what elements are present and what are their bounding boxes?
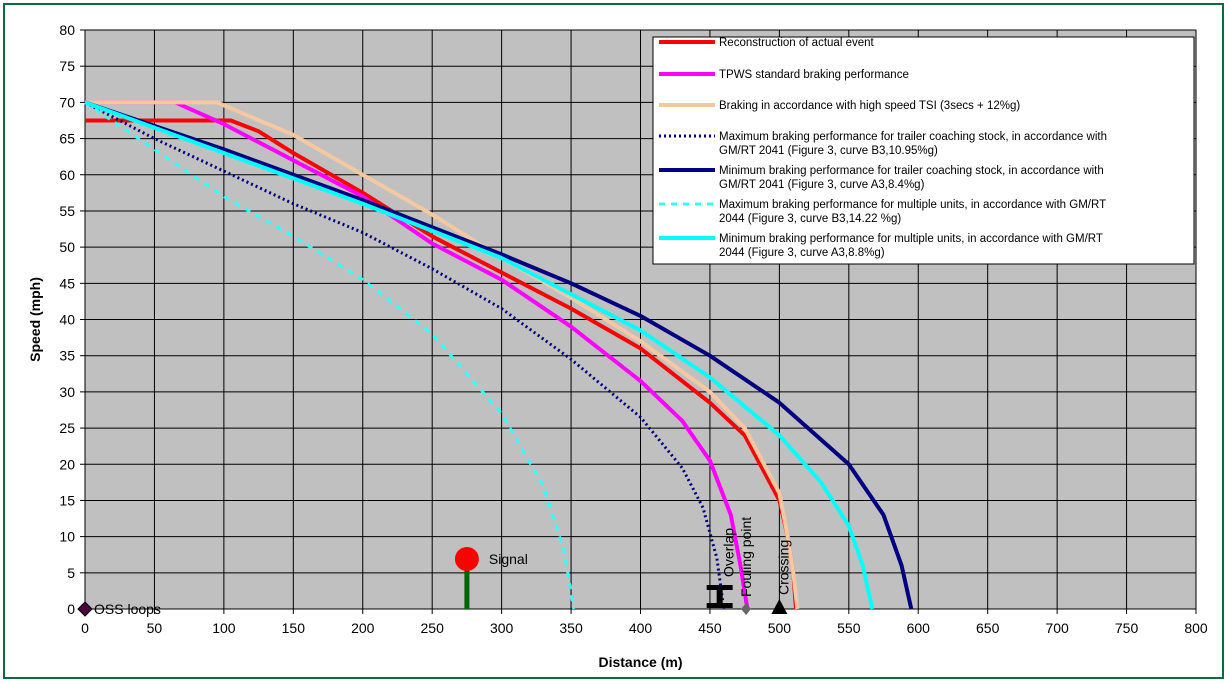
x-tick-label: 200: [351, 620, 375, 636]
legend-entry-6: Maximum braking performance for multiple…: [719, 199, 1106, 225]
x-tick-label: 50: [147, 620, 163, 636]
x-tick-label: 700: [1045, 620, 1069, 636]
series-line-4: [84, 101, 726, 610]
y-tick-label: 25: [59, 420, 75, 436]
x-tick-label: 150: [282, 620, 306, 636]
legend-entry-2: TPWS standard braking performance: [719, 69, 909, 81]
x-tick-label: 650: [976, 620, 1000, 636]
y-tick-label: 75: [59, 58, 75, 74]
y-tick-label: 30: [59, 384, 75, 400]
series-line-3: [85, 100, 800, 610]
signal-label: Signal: [489, 551, 528, 567]
x-tick-label: 400: [629, 620, 653, 636]
y-tick-label: 5: [67, 565, 75, 581]
x-tick-label: 550: [837, 620, 861, 636]
y-tick-label: 15: [59, 492, 75, 508]
legend-entry-4: Maximum braking performance for trailer …: [719, 131, 1107, 157]
crossing-label: Crossing: [775, 540, 791, 595]
y-tick-label: 60: [59, 167, 75, 183]
oss-loops-label: OSS loops: [94, 601, 161, 617]
overlap-marker-base: [706, 603, 733, 608]
x-axis-title: Distance (m): [598, 654, 682, 670]
x-tick-label: 750: [1115, 620, 1139, 636]
series-line-5: [84, 100, 914, 610]
legend-box: [652, 36, 1195, 265]
legend-entry-5: Minimum braking performance for trailer …: [719, 165, 1104, 191]
crossing-marker: [771, 599, 788, 614]
y-tick-label: 65: [59, 131, 75, 147]
x-tick-label: 250: [421, 620, 445, 636]
y-tick-label: 80: [59, 22, 75, 38]
oss-loops-marker: [77, 601, 93, 617]
y-tick-label: 35: [59, 348, 75, 364]
series-line-7: [84, 100, 875, 610]
series-lines: [84, 100, 914, 610]
legend: Reconstruction of actual event TPWS stand…: [652, 36, 1195, 265]
signal-post: [464, 569, 470, 609]
series-line-6: [84, 101, 576, 610]
signal-head: [454, 547, 479, 571]
y-tick-label: 50: [59, 239, 75, 255]
y-tick-label: 20: [59, 456, 75, 472]
x-tick-label: 800: [1184, 620, 1208, 636]
y-tick-label: 0: [67, 601, 75, 617]
y-axis-title: Speed (mph): [27, 277, 43, 362]
y-tick-label: 40: [59, 312, 75, 328]
legend-entry-1: Reconstruction of actual event: [719, 37, 875, 49]
x-tick-label: 0: [81, 620, 89, 636]
x-axis-ticks: 0 50 100 150 200 250 300 350 400 450 500 550 600 650 7…: [81, 609, 1208, 636]
overlap-marker-stem: [716, 587, 723, 603]
x-tick-label: 450: [698, 620, 722, 636]
x-tick-label: 100: [212, 620, 236, 636]
series-line-2: [85, 100, 750, 610]
overlap-label: Overlap: [721, 528, 737, 577]
fouling-point-marker: [741, 603, 752, 615]
gridlines: [84, 29, 1197, 610]
x-tick-label: 350: [559, 620, 583, 636]
y-tick-label: 70: [59, 94, 75, 110]
fouling-point-label: Fouling point: [738, 517, 754, 597]
x-tick-label: 500: [768, 620, 792, 636]
y-tick-label: 10: [59, 529, 75, 545]
annotations: OSS loops Signal Overlap Fouling point Cross…: [77, 517, 791, 617]
y-tick-label: 45: [59, 275, 75, 291]
chart-frame: [3, 3, 1224, 679]
y-axis-ticks: 0 5 10 15 20 25 30 35 40 45 50 55 60 65 70 75 80: [59, 22, 85, 617]
y-tick-label: 55: [59, 203, 75, 219]
legend-entry-3: Braking in accordance with high speed TS…: [719, 100, 1020, 112]
legend-entry-7: Minimum braking performance for multiple…: [719, 233, 1103, 259]
x-tick-label: 300: [490, 620, 514, 636]
x-tick-label: 600: [907, 620, 931, 636]
